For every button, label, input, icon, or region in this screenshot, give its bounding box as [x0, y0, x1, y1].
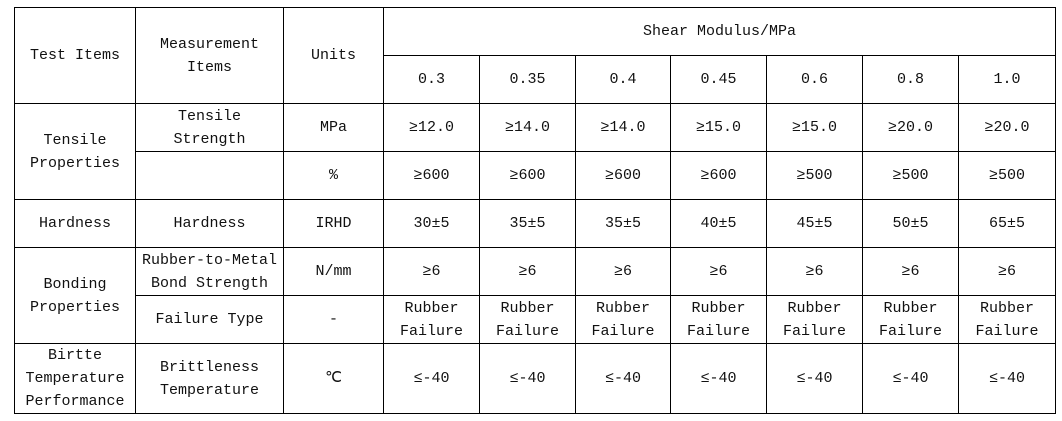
data-row: Bonding Properties Rubber-to-Metal Bond S… [14, 247, 1056, 344]
unit: MPa [283, 103, 384, 152]
column-header: 0.45 [670, 55, 767, 104]
column-header: 0.8 [862, 55, 959, 104]
data-row: Failure Type - Rubber Failure Rubber Failur… [15, 295, 1056, 344]
unit: - [283, 295, 384, 344]
value-cell: Rubber Failure [766, 295, 863, 344]
value-cell: 35±5 [575, 199, 671, 248]
value-cell: ≥600 [670, 151, 767, 200]
value-cell: ≥600 [383, 151, 480, 200]
column-header: 1.0 [958, 55, 1056, 104]
data-row: Birtte Temperature Performance Brittlenes… [14, 343, 1056, 414]
value-cell: ≥15.0 [670, 103, 767, 152]
value-cell: ≥6 [575, 247, 671, 296]
test-item: Bonding Properties [14, 247, 136, 344]
column-header: 0.4 [575, 55, 671, 104]
measurement-item: Failure Type [135, 295, 284, 344]
value-cell: ≥12.0 [383, 103, 480, 152]
measurement-item: Brittleness Temperature [135, 343, 284, 414]
value-cell: 45±5 [766, 199, 863, 248]
value-cell: 30±5 [383, 199, 480, 248]
measurement-item: Rubber-to-Metal Bond Strength [135, 247, 284, 296]
measurement-item: Hardness [135, 199, 284, 248]
unit: IRHD [283, 199, 384, 248]
measurement-item [135, 151, 284, 200]
value-cell: ≥6 [766, 247, 863, 296]
header-cell: Measurement Items [135, 7, 284, 104]
unit: N/mm [283, 247, 384, 296]
value-cell: ≥6 [670, 247, 767, 296]
value-cell: ≥14.0 [479, 103, 576, 152]
value-cell: Rubber Failure [383, 295, 480, 344]
value-cell: ≥600 [479, 151, 576, 200]
value-cell: ≤-40 [958, 343, 1056, 414]
value-cell: ≥20.0 [958, 103, 1056, 152]
unit: % [283, 151, 384, 200]
column-header: 0.3 [383, 55, 480, 104]
header-cell: Units [283, 7, 384, 104]
value-cell: ≥6 [383, 247, 480, 296]
value-cell: ≤-40 [766, 343, 863, 414]
value-cell: ≥15.0 [766, 103, 863, 152]
data-row: % ≥600 ≥600 ≥600 ≥600 ≥500 ≥500 ≥500 [15, 151, 1056, 200]
value-cell: ≥6 [862, 247, 959, 296]
value-cell: ≥600 [575, 151, 671, 200]
column-header: 0.6 [766, 55, 863, 104]
value-cell: ≤-40 [575, 343, 671, 414]
value-cell: Rubber Failure [958, 295, 1056, 344]
measurement-item: Tensile Strength [135, 103, 284, 152]
header-cell: Shear Modulus/MPa [383, 7, 1056, 56]
value-cell: Rubber Failure [862, 295, 959, 344]
header-row: Test Items Measurement Items Units Shear… [14, 7, 1056, 104]
value-cell: 50±5 [862, 199, 959, 248]
value-cell: Rubber Failure [479, 295, 576, 344]
value-cell: ≥20.0 [862, 103, 959, 152]
value-cell: Rubber Failure [575, 295, 671, 344]
value-cell: ≥500 [862, 151, 959, 200]
value-cell: ≥500 [958, 151, 1056, 200]
unit: ℃ [283, 343, 384, 414]
value-cell: ≤-40 [670, 343, 767, 414]
header-row: 0.3 0.35 0.4 0.45 0.6 0.8 1.0 [15, 55, 1056, 104]
value-cell: 65±5 [958, 199, 1056, 248]
data-row: Tensile Properties Tensile Strength MPa ≥12… [14, 103, 1056, 200]
spec-table: Test Items Measurement Items Units Shear… [14, 7, 1056, 414]
value-cell: ≥500 [766, 151, 863, 200]
test-item: Tensile Properties [14, 103, 136, 200]
value-cell: 35±5 [479, 199, 576, 248]
column-header: 0.35 [479, 55, 576, 104]
value-cell: Rubber Failure [670, 295, 767, 344]
value-cell: ≥6 [479, 247, 576, 296]
value-cell: ≥6 [958, 247, 1056, 296]
value-cell: ≥14.0 [575, 103, 671, 152]
value-cell: ≤-40 [479, 343, 576, 414]
test-item: Birtte Temperature Performance [14, 343, 136, 414]
header-cell: Test Items [14, 7, 136, 104]
data-row: Hardness Hardness IRHD 30±5 35±5 35±5 40±5 45±5… [14, 199, 1056, 248]
value-cell: 40±5 [670, 199, 767, 248]
value-cell: ≤-40 [862, 343, 959, 414]
value-cell: ≤-40 [383, 343, 480, 414]
test-item: Hardness [14, 199, 136, 248]
